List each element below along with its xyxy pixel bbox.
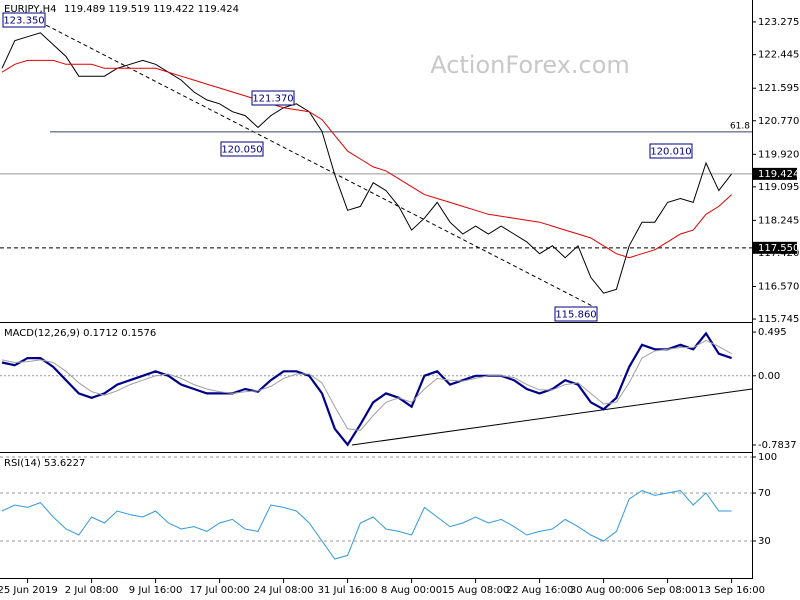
x-tick-label: 25 Jun 2019 <box>0 585 58 596</box>
y-tick-label: 120.770 <box>758 116 799 127</box>
y-tick-label: 0.00 <box>758 371 780 382</box>
watermark: ActionForex.com <box>430 51 630 79</box>
annotation: 121.370 <box>252 94 293 105</box>
fib-label: 61.8 <box>730 121 750 131</box>
chart-subtitle: 119.489 119.519 119.422 119.424 <box>64 4 239 15</box>
annotation-box <box>554 306 598 322</box>
y-tick-label: 118.245 <box>758 215 799 226</box>
trend-line <box>351 388 753 446</box>
annotation-box <box>220 141 264 157</box>
x-tick-label: 31 Jul 16:00 <box>318 585 378 596</box>
y-tick-label: 121.595 <box>758 83 799 94</box>
price-marker <box>753 167 797 180</box>
macd-title: MACD(12,26,9) 0.1712 0.1576 <box>4 328 156 339</box>
price-marker <box>753 241 797 254</box>
x-tick-label: 24 Jul 08:00 <box>254 585 314 596</box>
y-tick-label: -0.7837 <box>758 440 797 451</box>
annotation-box <box>251 90 295 106</box>
rsi-title: RSI(14) 53.6227 <box>4 458 85 469</box>
annotation-box <box>2 12 46 28</box>
annotation: 115.860 <box>555 310 596 321</box>
x-tick-label: 9 Jul 16:00 <box>129 585 183 596</box>
price-marker-label: 117.550 <box>758 243 799 254</box>
annotation: 120.010 <box>650 147 691 158</box>
x-tick-label: 6 Sep 08:00 <box>637 585 697 596</box>
x-tick-label: 2 Jul 08:00 <box>65 585 119 596</box>
series-line <box>1 59 732 259</box>
chart-title: EURJPY,H4 <box>4 4 57 15</box>
x-tick-label: 22 Aug 16:00 <box>506 585 573 596</box>
x-tick-label: 8 Aug 00:00 <box>381 585 442 596</box>
annotation-box <box>649 143 693 159</box>
x-tick-label: 13 Sep 16:00 <box>698 585 765 596</box>
y-tick-label: 70 <box>758 488 771 499</box>
y-tick-label: 119.920 <box>758 149 799 160</box>
y-tick-label: 100 <box>758 452 777 463</box>
y-tick-label: 123.275 <box>758 17 799 28</box>
y-tick-label: 30 <box>758 536 771 547</box>
annotation: 123.350 <box>3 16 44 27</box>
x-tick-label: 17 Jul 00:00 <box>190 585 250 596</box>
series-line <box>1 339 732 432</box>
y-tick-label: 115.745 <box>758 314 799 325</box>
series-line <box>1 490 732 560</box>
price-marker-label: 119.424 <box>758 169 799 180</box>
y-tick-label: 119.095 <box>758 182 799 193</box>
series-line <box>1 32 732 294</box>
x-tick-label: 15 Aug 08:00 <box>442 585 509 596</box>
annotation: 120.050 <box>221 145 262 156</box>
y-tick-label: 0.495 <box>758 327 787 338</box>
y-tick-label: 122.445 <box>758 50 799 61</box>
y-tick-label: 116.570 <box>758 281 799 292</box>
x-tick-label: 30 Aug 00:00 <box>570 585 637 596</box>
